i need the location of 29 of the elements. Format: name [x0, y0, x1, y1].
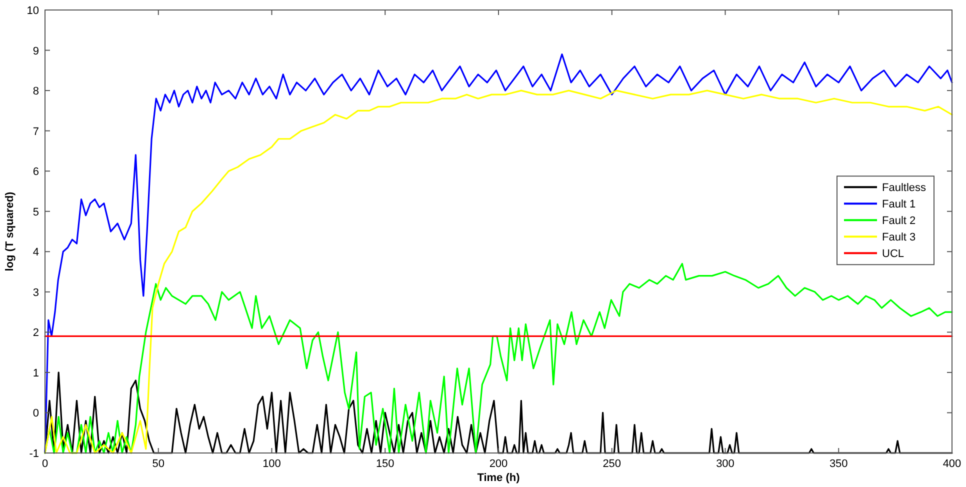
x-axis-title: Time (h): [477, 472, 520, 484]
x-tick-label: 300: [716, 458, 734, 470]
y-axis-title: log (T squared): [4, 191, 16, 272]
y-tick-label: 8: [32, 86, 39, 98]
y-tick-label: -1: [29, 448, 39, 460]
x-tick-label: 150: [376, 458, 394, 470]
y-tick-label: 6: [32, 166, 39, 178]
y-tick-label: 3: [32, 286, 39, 299]
y-tick-label: 10: [26, 5, 39, 17]
x-tick-label: 250: [602, 458, 622, 470]
x-tick-label: 350: [829, 458, 848, 470]
x-tick-label: 0: [42, 458, 48, 470]
legend-label: Fault 2: [882, 215, 916, 228]
y-tick-label: 5: [32, 206, 39, 218]
legend-label: Fault 3: [882, 232, 916, 244]
y-tick-label: 2: [32, 327, 39, 340]
y-tick-label: 1: [32, 367, 39, 380]
x-tick-label: 50: [152, 458, 164, 470]
legend-label: Fault 1: [882, 198, 916, 211]
x-tick-label: 100: [262, 458, 281, 470]
y-tick-label: 4: [32, 246, 39, 259]
legend-label: Faultless: [882, 182, 927, 194]
legend-label: UCL: [882, 248, 904, 260]
x-tick-label: 400: [942, 458, 962, 470]
x-tick-label: 200: [489, 458, 508, 470]
y-tick-label: 7: [32, 126, 39, 138]
y-tick-label: 0: [32, 408, 39, 420]
line-series: [44, 372, 953, 454]
y-tick-label: 9: [32, 45, 39, 58]
